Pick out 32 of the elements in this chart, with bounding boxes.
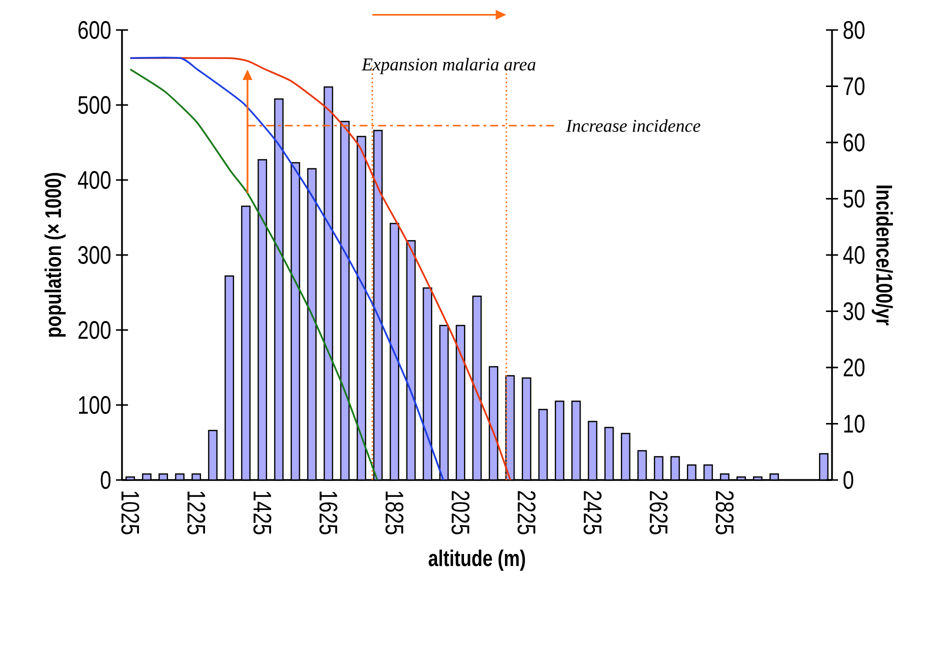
x-tick-label: 1825 [385, 492, 404, 534]
y-tick-label: 600 [78, 21, 110, 39]
annotation: Expansion malaria area [362, 58, 536, 74]
y-tick-label: 200 [78, 321, 110, 339]
y2-tick-label: 0 [844, 471, 854, 489]
line-series [129, 56, 444, 481]
y2-tick-label: 20 [844, 358, 864, 376]
x-tick-label: 2025 [452, 491, 470, 534]
y2-tick-label: 60 [844, 134, 864, 152]
y-tick-label: 300 [78, 246, 110, 264]
x-tick-label: 2825 [716, 491, 734, 534]
x-tick-label: 1425 [253, 492, 272, 534]
y-tick-label: 500 [78, 96, 110, 114]
x-tick-label: 1625 [319, 492, 338, 534]
x-tick-label: 1025 [121, 492, 140, 534]
y-tick-label: 0 [100, 471, 110, 489]
y2-tick-label: 30 [844, 302, 864, 320]
y2-axis-title: Incidence/100/yr [872, 186, 893, 326]
x-tick-label: 2625 [650, 491, 668, 534]
y-axis-title: population (× 1000) [44, 173, 66, 337]
x-tick-label: 2225 [518, 491, 536, 534]
y2-tick-label: 40 [843, 246, 864, 264]
y-tick-label: 100 [79, 396, 110, 414]
x-tick-label: 2425 [584, 491, 602, 534]
y2-tick-label: 10 [844, 414, 864, 433]
y2-tick-label: 80 [844, 21, 864, 39]
y2-tick-label: 70 [844, 77, 864, 96]
annotation: Increase incidence [566, 119, 700, 132]
x-tick-label: 1225 [187, 492, 206, 534]
y-tick-label: 400 [78, 171, 110, 189]
y2-tick-label: 50 [844, 190, 864, 208]
x-axis-title: altitude (m) [428, 550, 525, 571]
